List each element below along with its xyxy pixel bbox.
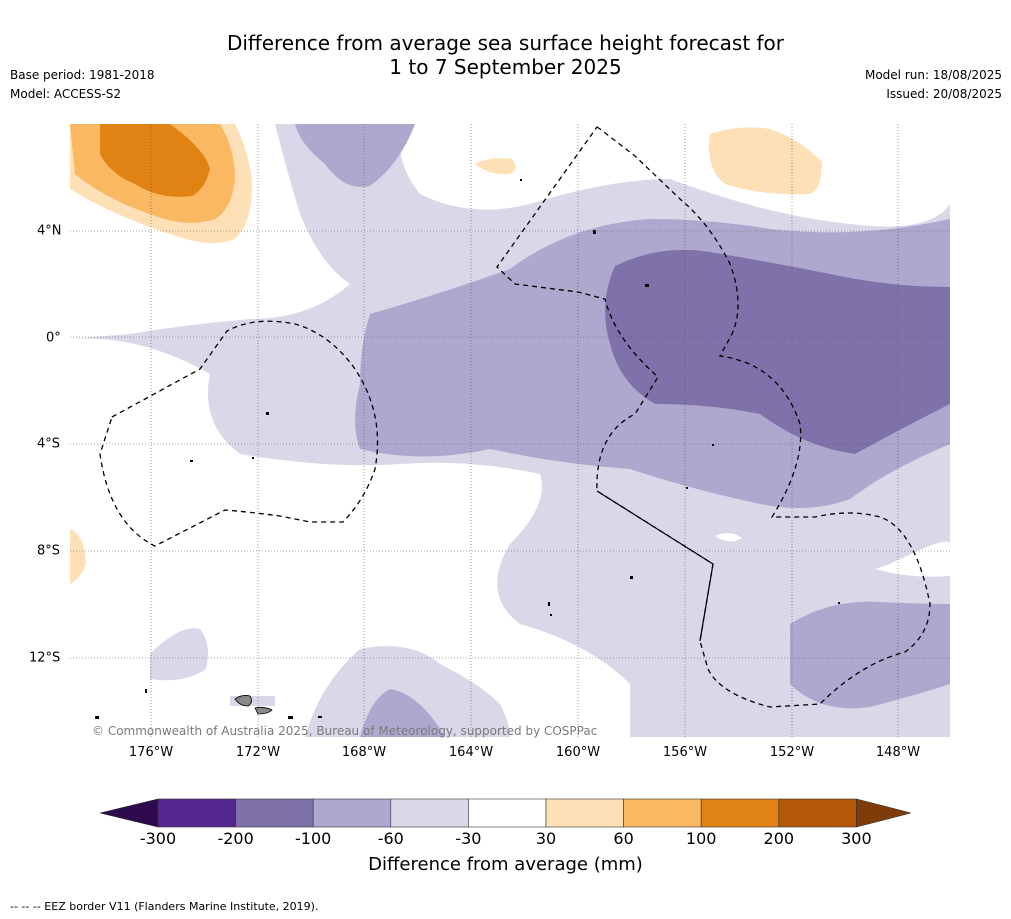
colorbar-tick-label: -60 — [377, 829, 404, 848]
lon-label-176w: 176°W — [128, 745, 174, 760]
map-panel — [70, 124, 950, 737]
strong-positive-region-northwest — [100, 124, 210, 197]
colorbar-swatch-below-min — [100, 798, 159, 828]
colorbar-tick-label: 60 — [613, 829, 634, 848]
colorbar-tick-label: -30 — [455, 829, 482, 848]
colorbar-tick-label: 100 — [685, 829, 717, 848]
small-islands — [95, 179, 840, 719]
base-period: Base period: 1981-2018 — [10, 68, 155, 82]
colorbar-swatch — [235, 798, 314, 828]
copyright-notice: © Commonwealth of Australia 2025, Bureau… — [92, 724, 598, 738]
colorbar-swatch — [468, 798, 547, 828]
lon-label-164w: 164°W — [448, 745, 494, 760]
lon-label-160w: 160°W — [555, 745, 601, 760]
weak-positive-region-small — [475, 158, 516, 175]
lon-label-148w: 148°W — [875, 745, 921, 760]
strong-negative-region — [605, 249, 950, 454]
colorbar-tick-label: 200 — [763, 829, 795, 848]
colorbar-swatches — [100, 798, 912, 828]
weak-positive-region-northeast — [709, 127, 822, 195]
lon-label-168w: 168°W — [341, 745, 387, 760]
lat-label-4n: 4°N — [37, 223, 62, 239]
weak-positive-region-west — [70, 529, 86, 584]
colorbar — [100, 798, 912, 828]
moderate-negative-region-north — [295, 124, 415, 188]
colorbar-swatch — [700, 798, 780, 828]
neutral-region-southeast — [875, 541, 950, 577]
colorbar-swatch — [390, 798, 469, 828]
lat-label-8s: 8°S — [37, 543, 61, 559]
title-line-2: 1 to 7 September 2025 — [389, 55, 622, 79]
sea-surface-height-map — [70, 124, 950, 737]
moderate-negative-region-southeast — [790, 601, 950, 709]
colorbar-title: Difference from average (mm) — [368, 854, 643, 875]
weak-negative-patch-south-1 — [150, 628, 208, 681]
map-title: Difference from average sea surface heig… — [0, 31, 1011, 79]
metadata-left: Base period: 1981-2018 Model: ACCESS-S2 — [10, 66, 155, 104]
eez-footnote: -- -- -- EEZ border V11 (Flanders Marine… — [10, 900, 319, 913]
neutral-region-small — [715, 532, 742, 542]
graticule-lines — [70, 124, 950, 737]
island-samoa — [234, 695, 273, 715]
issued-date: Issued: 20/08/2025 — [886, 87, 1002, 101]
model-name: Model: ACCESS-S2 — [10, 87, 122, 101]
colorbar-tick-label: -100 — [295, 829, 332, 848]
lon-label-172w: 172°W — [235, 745, 281, 760]
colorbar-swatch — [778, 798, 857, 828]
moderate-negative-region-south — [360, 689, 445, 737]
neutral-region-north — [399, 124, 950, 227]
lon-label-152w: 152°W — [769, 745, 815, 760]
lat-label-0: 0° — [46, 330, 61, 346]
colorbar-tick-label: -200 — [217, 829, 254, 848]
colorbar-swatch — [545, 798, 624, 828]
eez-borders — [99, 126, 931, 708]
colorbar-swatch-above-max — [856, 798, 912, 828]
colorbar-swatch — [623, 798, 702, 828]
lat-label-4s: 4°S — [37, 436, 61, 452]
lon-label-156w: 156°W — [662, 745, 708, 760]
lat-label-12s: 12°S — [29, 650, 61, 666]
title-line-1: Difference from average sea surface heig… — [226, 31, 785, 55]
neutral-region-west — [70, 338, 630, 737]
colorbar-tick-label: 30 — [535, 829, 557, 848]
colorbar-tick-label: 300 — [841, 829, 872, 848]
colorbar-tick-label: -300 — [139, 829, 177, 848]
international-boundary — [596, 490, 714, 642]
colorbar-swatch — [157, 798, 236, 828]
weak-negative-patch-south-2 — [305, 646, 510, 737]
metadata-right: Model run: 18/08/2025 Issued: 20/08/2025 — [865, 66, 1002, 104]
colorbar-swatch — [312, 798, 392, 828]
model-run-date: Model run: 18/08/2025 — [864, 68, 1002, 82]
